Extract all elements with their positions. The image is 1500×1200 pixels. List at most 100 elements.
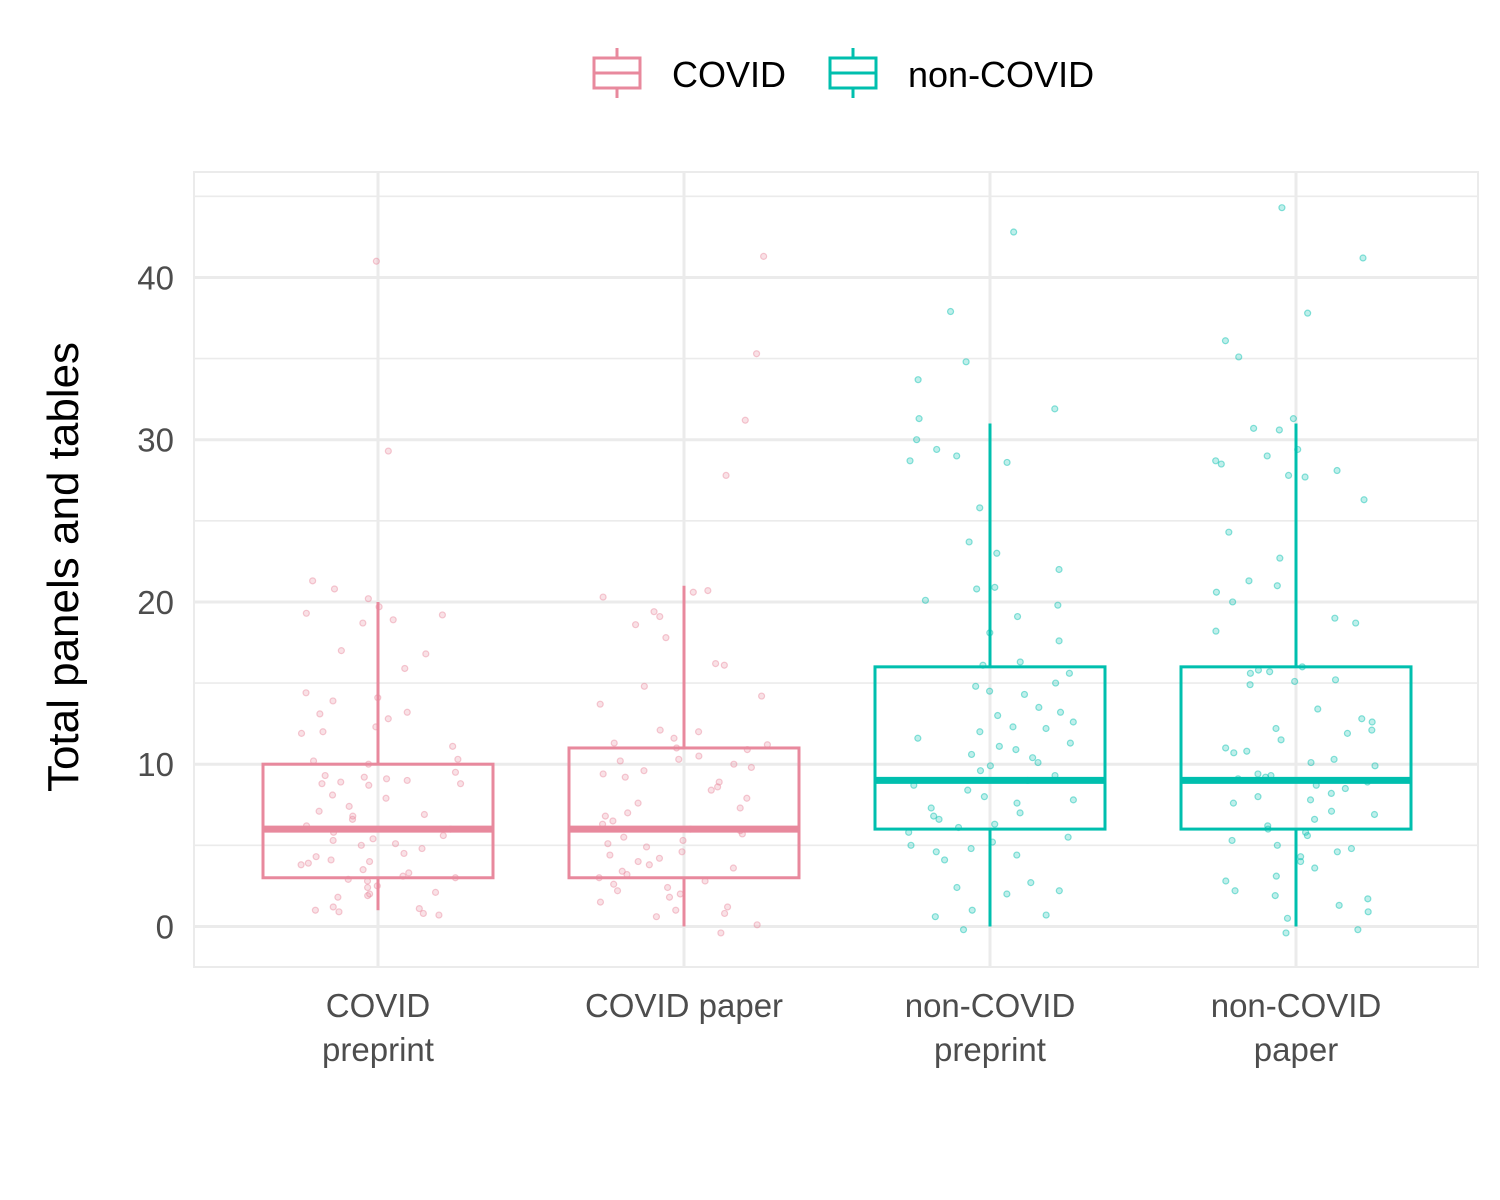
data-point [400, 849, 408, 858]
data-point [1333, 848, 1341, 856]
data-point [714, 783, 722, 791]
data-point [329, 836, 337, 845]
data-point [403, 708, 411, 716]
data-point [959, 926, 968, 934]
data-point [675, 755, 683, 763]
data-point [640, 682, 648, 690]
data-point [454, 755, 462, 763]
data-point [1069, 796, 1077, 804]
data-point [1347, 844, 1356, 853]
data-point [640, 767, 648, 775]
data-point [604, 840, 612, 848]
data-point [663, 883, 672, 892]
y-tick-label: 40 [137, 259, 174, 296]
data-point [1229, 598, 1237, 606]
data-point [940, 856, 949, 864]
data-point [1055, 565, 1063, 574]
data-point [1020, 690, 1029, 699]
data-point [1331, 614, 1339, 622]
panel-border [193, 171, 1479, 968]
data-point [1055, 637, 1063, 645]
data-point [906, 457, 914, 465]
data-point [616, 757, 624, 765]
data-point [345, 802, 353, 810]
data-point [330, 585, 339, 593]
data-point [348, 815, 357, 823]
data-point [993, 549, 1001, 557]
data-point [312, 853, 320, 861]
data-point [1330, 755, 1338, 763]
data-point [422, 650, 430, 658]
data-point [1034, 758, 1042, 767]
box [873, 665, 1107, 831]
data-point [760, 252, 768, 260]
data-point [328, 791, 337, 799]
data-point [1297, 857, 1305, 866]
data-point [730, 760, 738, 768]
data-point [391, 840, 400, 848]
data-point [609, 817, 617, 825]
data-point [599, 593, 607, 601]
data-point [335, 908, 343, 916]
legend-label: non-COVID [908, 54, 1094, 95]
data-point [1217, 460, 1225, 468]
data-point [707, 786, 715, 794]
data-point [1277, 736, 1285, 744]
data-point [1222, 877, 1230, 885]
data-point [704, 586, 712, 595]
data-point [1246, 669, 1254, 677]
box [1179, 665, 1413, 831]
data-point [419, 909, 427, 918]
data-point [1066, 739, 1074, 747]
data-point [1221, 337, 1230, 345]
data-point [1027, 879, 1035, 887]
data-point [596, 898, 605, 906]
data-point [1276, 554, 1284, 562]
y-tick-label: 20 [137, 584, 174, 621]
data-point [606, 851, 614, 859]
data-point [1013, 799, 1021, 807]
data-point [741, 416, 749, 424]
data-point [967, 844, 975, 853]
data-point [642, 843, 651, 851]
data-point [311, 906, 320, 914]
data-point [656, 726, 664, 734]
data-point [655, 854, 664, 862]
data-point [1010, 228, 1018, 236]
data-point [695, 752, 703, 760]
data-point [1272, 724, 1280, 733]
data-point [1301, 473, 1309, 481]
data-point [1283, 914, 1292, 922]
data-point [309, 577, 317, 585]
data-point [1291, 677, 1299, 686]
data-point [1016, 658, 1024, 666]
data-point [1069, 718, 1077, 726]
data-point [930, 812, 938, 820]
data-point [1266, 668, 1274, 676]
data-point [1273, 841, 1281, 849]
data-point [953, 452, 961, 460]
data-point [921, 596, 930, 604]
data-point [931, 913, 939, 921]
data-point [650, 608, 658, 616]
data-point [991, 583, 999, 591]
data-point [995, 742, 1003, 750]
data-point [927, 804, 935, 812]
data-point [1364, 895, 1372, 903]
data-point [747, 763, 755, 772]
box [261, 762, 495, 880]
data-point [1254, 793, 1262, 801]
data-point [1250, 424, 1258, 432]
data-point [1228, 836, 1236, 845]
data-point [1012, 745, 1020, 754]
data-point [752, 350, 761, 358]
data-point [418, 844, 426, 853]
data-point [302, 689, 310, 697]
data-point [601, 812, 609, 820]
y-tick-label: 0 [156, 908, 174, 945]
data-point [914, 376, 922, 384]
data-point [1273, 582, 1281, 590]
data-point [449, 742, 457, 750]
data-point [1278, 204, 1286, 212]
